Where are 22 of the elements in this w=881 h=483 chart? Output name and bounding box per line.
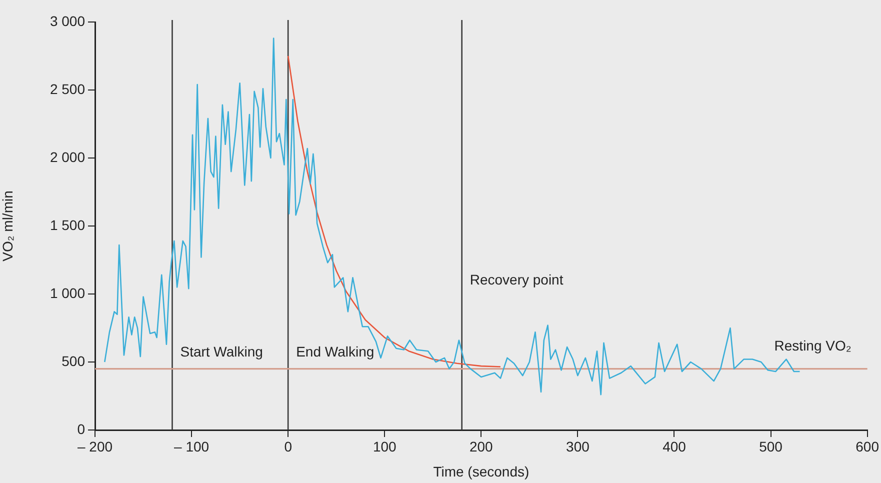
y-tick-label: 1 500 <box>50 216 86 233</box>
y-tick-label: 500 <box>62 352 86 369</box>
x-tick-label: 0 <box>284 438 292 454</box>
x-axis-title: Time (seconds) <box>433 463 530 480</box>
x-tick-label: – 100 <box>174 438 210 454</box>
x-tick-label: 100 <box>372 438 397 454</box>
y-tick-label: 1 000 <box>50 284 86 301</box>
x-tick-label: 400 <box>662 438 686 454</box>
y-tick-label: 2 000 <box>50 148 86 165</box>
x-tick-label: 200 <box>469 438 494 454</box>
x-tick-label: 500 <box>759 438 783 454</box>
ref-line-label: Resting VO₂ <box>774 338 852 354</box>
annotation: Recovery point <box>470 271 564 288</box>
y-tick-label: 2 500 <box>50 80 86 97</box>
y-axis-title: VO₂ ml/min <box>0 190 16 262</box>
y-tick-label: 0 <box>77 420 86 437</box>
annotation: Start Walking <box>180 343 263 360</box>
annotation: End Walking <box>296 343 374 360</box>
x-tick-label: – 200 <box>77 438 113 454</box>
x-tick-label: 600 <box>856 438 880 454</box>
y-tick-label: 3 000 <box>50 12 86 29</box>
x-tick-label: 300 <box>566 438 590 454</box>
